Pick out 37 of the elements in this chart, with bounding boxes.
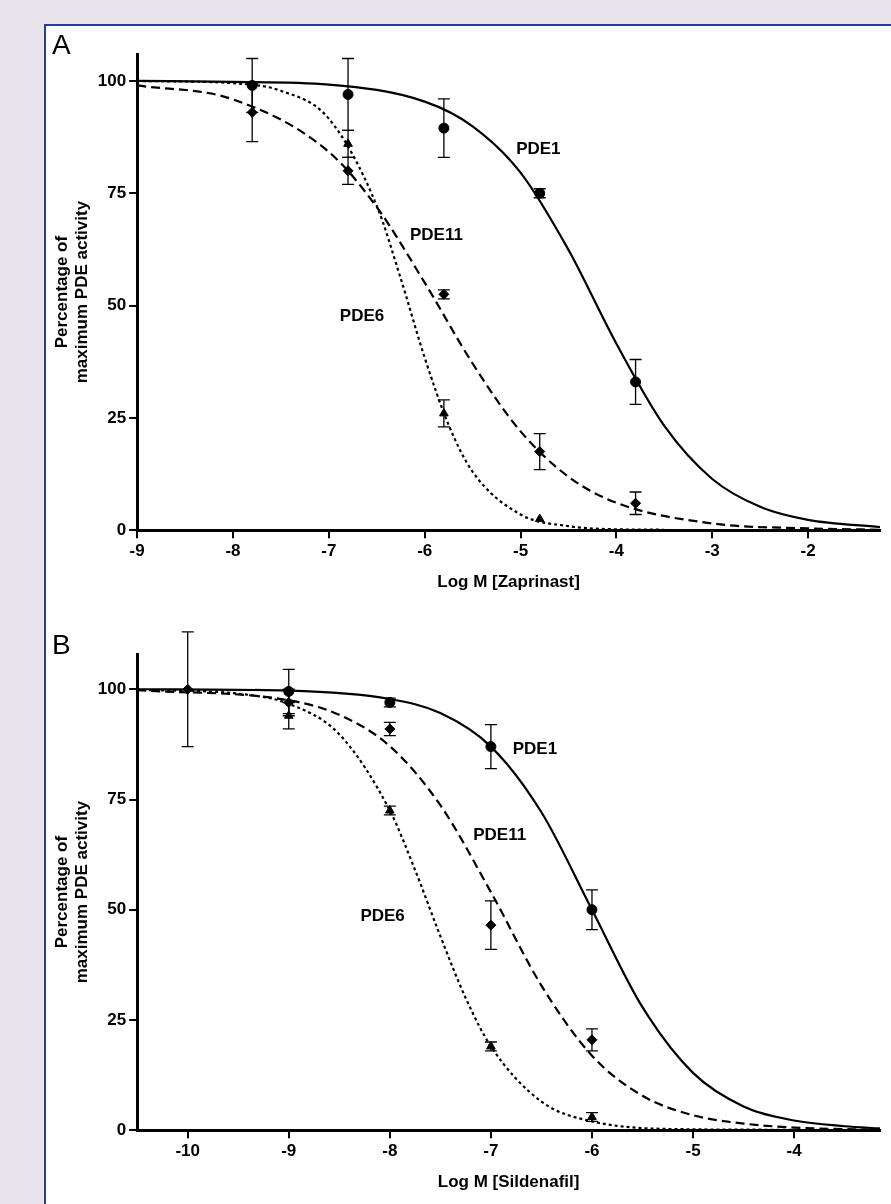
x-tick-label: -8 xyxy=(382,1141,398,1161)
y-tick-label: 0 xyxy=(116,1119,127,1139)
x-tick-label: -4 xyxy=(608,541,625,561)
y-tick-label: 25 xyxy=(107,407,127,427)
y-tick-label: 100 xyxy=(97,70,127,90)
x-tick-label: -8 xyxy=(225,541,241,561)
y-tick-label: 25 xyxy=(107,1009,127,1029)
x-tick-label: -3 xyxy=(704,541,720,561)
y-tick-label: 50 xyxy=(107,899,127,919)
y-tick-label: 50 xyxy=(107,295,127,315)
series-label: PDE11 xyxy=(409,224,463,244)
x-tick-label: -7 xyxy=(483,1141,499,1161)
y-tick-label: 75 xyxy=(107,789,127,809)
series-label: PDE11 xyxy=(473,824,527,844)
x-tick-label: -5 xyxy=(685,1141,701,1161)
y-axis-title: Percentage of maximum PDE activity xyxy=(51,200,92,384)
x-tick-label: -7 xyxy=(321,541,337,561)
x-tick-label: -6 xyxy=(417,541,433,561)
x-tick-label: -9 xyxy=(129,541,145,561)
y-tick-label: 100 xyxy=(97,678,127,698)
x-tick-label: -6 xyxy=(584,1141,600,1161)
x-tick-label: -9 xyxy=(281,1141,297,1161)
series-label: PDE6 xyxy=(339,305,385,325)
series-label: PDE1 xyxy=(512,738,558,758)
x-axis-title: Log M [Zaprinast] xyxy=(437,572,580,592)
y-tick-label: 0 xyxy=(116,519,127,539)
x-tick-label: -5 xyxy=(513,541,529,561)
x-tick-label: -2 xyxy=(800,541,816,561)
y-tick-label: 75 xyxy=(107,182,127,202)
text: A xyxy=(52,28,71,60)
x-tick-label: -4 xyxy=(786,1141,803,1161)
series-label: PDE6 xyxy=(360,905,405,925)
x-axis-title: Log M [Sildenafil] xyxy=(437,1172,580,1192)
x-tick-label: -10 xyxy=(175,1141,200,1161)
series-label: PDE1 xyxy=(516,138,561,158)
text: B xyxy=(52,628,71,660)
y-axis-title: Percentage of maximum PDE activity xyxy=(51,800,92,984)
